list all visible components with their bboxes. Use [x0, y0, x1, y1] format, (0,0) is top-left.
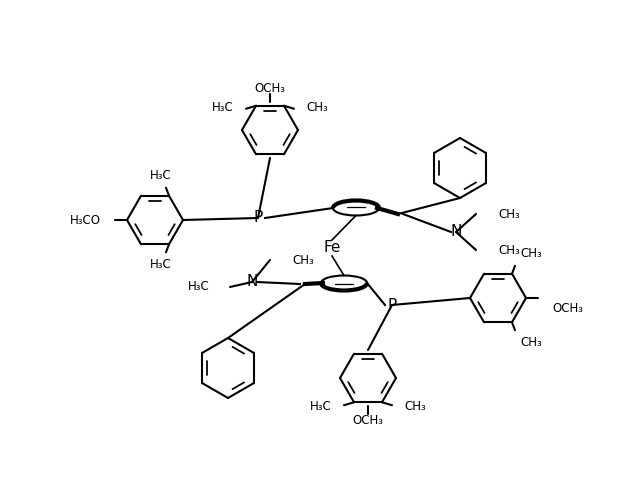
Text: CH₃: CH₃: [498, 207, 520, 220]
Text: CH₃: CH₃: [520, 247, 541, 260]
Text: H₃C: H₃C: [150, 258, 172, 271]
Text: H₃C: H₃C: [188, 280, 210, 293]
Text: H₃C: H₃C: [310, 400, 332, 413]
Text: H₃CO: H₃CO: [70, 214, 101, 227]
Text: CH₃: CH₃: [292, 253, 314, 266]
Text: OCH₃: OCH₃: [353, 413, 383, 427]
Text: N: N: [246, 275, 258, 289]
Text: P: P: [253, 211, 262, 226]
Text: CH₃: CH₃: [306, 101, 328, 114]
Text: H₃C: H₃C: [212, 101, 234, 114]
Text: OCH₃: OCH₃: [255, 82, 285, 95]
Text: H₃C: H₃C: [150, 169, 172, 182]
Text: Fe: Fe: [323, 240, 340, 255]
Text: OCH₃: OCH₃: [552, 301, 583, 314]
Text: CH₃: CH₃: [404, 400, 426, 413]
Text: CH₃: CH₃: [520, 336, 541, 349]
Text: CH₃: CH₃: [498, 243, 520, 256]
Text: N: N: [451, 225, 461, 240]
Text: P: P: [387, 298, 397, 312]
